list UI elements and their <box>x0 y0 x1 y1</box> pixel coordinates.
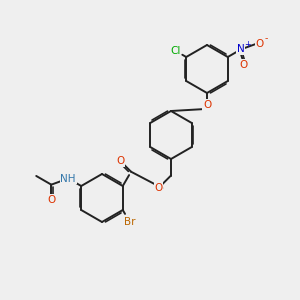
Text: N: N <box>237 44 244 55</box>
Text: NH: NH <box>61 173 76 184</box>
Text: O: O <box>203 100 211 110</box>
Text: Br: Br <box>124 217 135 227</box>
Text: O: O <box>116 156 124 166</box>
Text: O: O <box>47 195 56 205</box>
Text: Cl: Cl <box>170 46 181 56</box>
Text: +: + <box>244 40 251 49</box>
Text: O: O <box>154 183 163 193</box>
Text: O: O <box>239 60 247 70</box>
Text: O: O <box>255 39 263 49</box>
Text: -: - <box>264 34 268 43</box>
